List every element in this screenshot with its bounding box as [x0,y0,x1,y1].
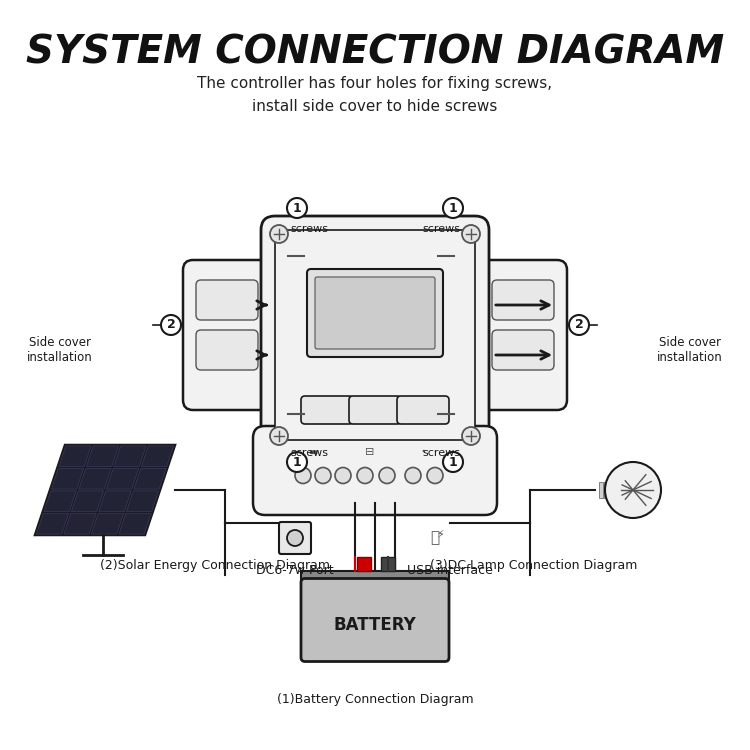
Text: (1)Battery Connection Diagram: (1)Battery Connection Diagram [277,694,473,706]
Circle shape [443,198,463,218]
Circle shape [462,427,480,445]
Circle shape [405,467,421,484]
Circle shape [270,427,288,445]
Polygon shape [134,469,166,489]
Polygon shape [99,491,131,512]
Bar [614,482,618,498]
Text: Side cover
installation: Side cover installation [657,336,723,364]
Circle shape [427,467,443,484]
Text: SYSTEM CONNECTION DIAGRAM: SYSTEM CONNECTION DIAGRAM [26,33,724,71]
Bar [381,556,395,571]
FancyBboxPatch shape [301,578,449,662]
Polygon shape [37,514,68,534]
FancyBboxPatch shape [479,260,567,410]
Text: (3)DC Lamp Connection Diagram: (3)DC Lamp Connection Diagram [430,559,638,572]
FancyBboxPatch shape [253,426,497,515]
Text: (2)Solar Energy Connection Diagram: (2)Solar Energy Connection Diagram [100,559,330,572]
Polygon shape [52,469,83,489]
Text: The controller has four holes for fixing screws,
install side cover to hide scre: The controller has four holes for fixing… [197,76,553,113]
Polygon shape [142,446,173,466]
Text: screws: screws [422,448,460,458]
FancyBboxPatch shape [301,396,353,424]
Text: 1: 1 [448,455,458,469]
Text: 2: 2 [574,319,584,332]
Circle shape [335,467,351,484]
FancyBboxPatch shape [275,230,475,440]
Bar [599,482,603,498]
FancyBboxPatch shape [183,260,271,410]
Text: Side cover
installation: Side cover installation [27,336,93,364]
Circle shape [605,462,661,518]
Bar [357,556,371,571]
Circle shape [379,467,395,484]
Polygon shape [79,469,111,489]
Circle shape [357,467,373,484]
Text: ⚡: ⚡ [436,530,444,540]
Circle shape [315,467,331,484]
Bar [609,482,613,498]
Polygon shape [59,446,91,466]
Polygon shape [92,514,124,534]
Polygon shape [127,491,158,512]
Polygon shape [114,446,146,466]
Circle shape [287,452,307,472]
FancyBboxPatch shape [349,396,401,424]
FancyBboxPatch shape [279,522,311,554]
Text: screws: screws [290,224,328,234]
FancyBboxPatch shape [196,280,258,320]
Polygon shape [64,514,96,534]
Polygon shape [106,469,139,489]
Polygon shape [119,514,151,534]
Circle shape [270,225,288,243]
FancyBboxPatch shape [492,280,554,320]
Text: screws: screws [422,224,460,234]
Circle shape [462,225,480,243]
Bar [301,571,449,583]
FancyBboxPatch shape [397,396,449,424]
FancyBboxPatch shape [196,330,258,370]
Text: ▬: ▬ [308,447,318,457]
Polygon shape [35,445,175,535]
FancyBboxPatch shape [261,216,489,454]
Bar [604,482,608,498]
Circle shape [287,530,303,546]
FancyBboxPatch shape [307,269,443,357]
Circle shape [569,315,589,335]
FancyBboxPatch shape [315,277,435,349]
FancyBboxPatch shape [492,330,554,370]
Polygon shape [44,491,76,512]
Circle shape [295,467,311,484]
Text: 1: 1 [448,202,458,214]
Text: USB interface: USB interface [407,564,493,577]
Circle shape [287,198,307,218]
Circle shape [443,452,463,472]
Text: screws: screws [290,448,328,458]
Circle shape [161,315,181,335]
Text: 1: 1 [292,455,302,469]
Text: 2: 2 [166,319,176,332]
Text: ⊟: ⊟ [365,447,375,457]
Text: 1: 1 [292,202,302,214]
Text: BATTERY: BATTERY [334,616,416,634]
Text: ⬧: ⬧ [430,530,439,545]
Polygon shape [86,446,118,466]
Text: DC6-7w Port: DC6-7w Port [256,564,334,577]
Text: ·: · [420,443,426,461]
Polygon shape [71,491,104,512]
